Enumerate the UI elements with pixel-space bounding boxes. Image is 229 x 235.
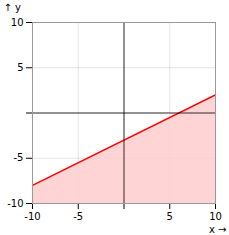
svg-text:-5: -5 [14, 152, 24, 163]
svg-text:10: 10 [209, 211, 222, 222]
svg-text:-10: -10 [7, 198, 23, 209]
svg-text:x →: x → [209, 224, 226, 235]
svg-text:-5: -5 [73, 211, 83, 222]
svg-text:5: 5 [167, 211, 173, 222]
svg-text:5: 5 [17, 62, 23, 73]
svg-text:10: 10 [11, 17, 24, 28]
svg-text:↑ y: ↑ y [4, 2, 22, 13]
svg-text:-10: -10 [24, 211, 40, 222]
